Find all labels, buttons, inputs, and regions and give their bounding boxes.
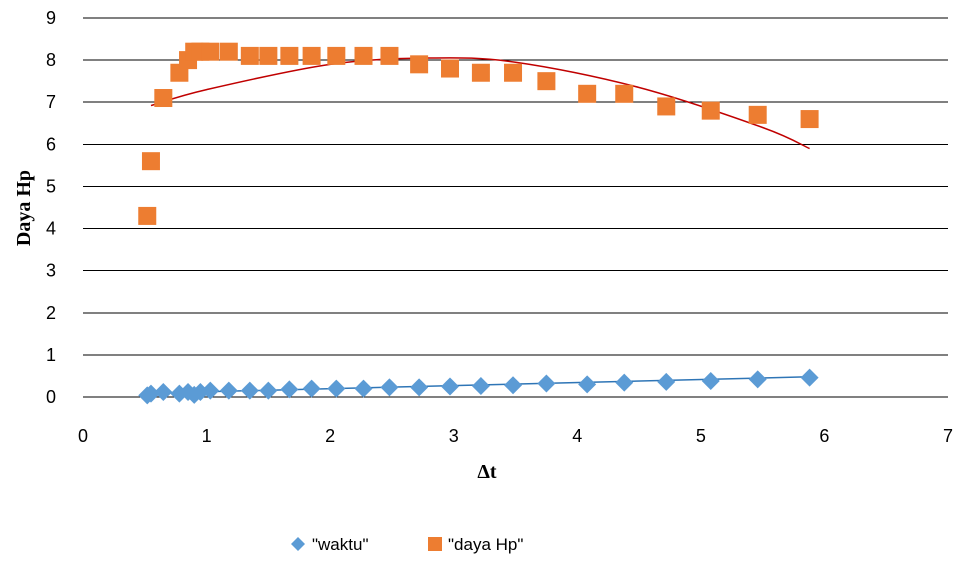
daya-hp-point <box>748 105 767 124</box>
waktu-point <box>380 378 399 397</box>
legend-waktu-label: "waktu" <box>312 535 368 554</box>
y-tick-label: 0 <box>46 387 56 407</box>
legend-waktu-marker <box>291 537 305 551</box>
daya-hp-point <box>701 101 720 120</box>
daya-hp-point <box>201 42 220 61</box>
x-axis-title: Δt <box>477 461 497 483</box>
waktu-point <box>800 368 819 387</box>
waktu-point <box>578 375 597 394</box>
waktu-point <box>327 379 346 398</box>
y-tick-label: 2 <box>46 303 56 323</box>
waktu-point <box>280 380 299 399</box>
daya-hp-point <box>410 55 429 74</box>
x-tick-label: 5 <box>696 426 706 446</box>
x-tick-label: 2 <box>325 426 335 446</box>
gridlines <box>83 17 948 398</box>
waktu-point <box>259 381 278 400</box>
x-axis-ticks: 0 1 2 3 4 5 6 7 <box>78 426 953 446</box>
daya-hp-point <box>302 46 321 65</box>
waktu-point <box>410 378 429 397</box>
daya-hp-point <box>259 46 278 65</box>
daya-hp-point <box>578 84 597 103</box>
data-markers <box>138 42 819 405</box>
daya-hp-point <box>800 110 819 129</box>
waktu-point <box>615 373 634 392</box>
daya-hp-point <box>219 42 238 61</box>
waktu-point <box>701 371 720 390</box>
y-tick-label: 9 <box>46 8 56 28</box>
y-tick-label: 5 <box>46 176 56 196</box>
waktu-point <box>154 382 173 401</box>
daya-hp-point <box>354 46 373 65</box>
y-tick-label: 4 <box>46 219 56 239</box>
x-tick-label: 0 <box>78 426 88 446</box>
x-tick-label: 4 <box>572 426 582 446</box>
y-tick-label: 7 <box>46 92 56 112</box>
daya-hp-point <box>280 46 299 65</box>
daya-hp-point <box>141 152 160 171</box>
waktu-point <box>302 379 321 398</box>
waktu-point <box>748 370 767 389</box>
legend: "waktu" "daya Hp" <box>291 535 523 554</box>
daya-hp-trendline <box>150 57 810 150</box>
x-tick-label: 7 <box>943 426 953 446</box>
waktu-point <box>471 377 490 396</box>
waktu-point <box>441 377 460 396</box>
y-tick-label: 1 <box>46 345 56 365</box>
waktu-point <box>201 381 220 400</box>
daya-hp-point <box>441 59 460 78</box>
y-axis-ticks: 0 1 2 3 4 5 6 7 8 9 <box>46 8 56 407</box>
daya-hp-point <box>657 97 676 116</box>
legend-daya-hp-label: "daya Hp" <box>448 535 523 554</box>
waktu-point <box>141 384 160 403</box>
daya-hp-point <box>615 84 634 103</box>
daya-hp-point <box>138 206 157 225</box>
legend-daya-hp-marker <box>428 537 442 551</box>
x-tick-label: 1 <box>202 426 212 446</box>
waktu-point <box>504 376 523 395</box>
waktu-point <box>240 381 259 400</box>
y-axis-title: Daya Hp <box>13 170 35 246</box>
daya-hp-point <box>471 63 490 82</box>
waktu-point <box>537 374 556 393</box>
daya-hp-point <box>154 89 173 108</box>
waktu-point <box>657 372 676 391</box>
y-tick-label: 6 <box>46 134 56 154</box>
x-tick-label: 6 <box>819 426 829 446</box>
y-tick-label: 3 <box>46 261 56 281</box>
daya-hp-point <box>537 72 556 91</box>
y-tick-label: 8 <box>46 50 56 70</box>
daya-hp-point <box>380 46 399 65</box>
waktu-point <box>354 379 373 398</box>
daya-hp-point <box>504 63 523 82</box>
daya-hp-point <box>327 46 346 65</box>
x-tick-label: 3 <box>449 426 459 446</box>
daya-hp-point <box>240 46 259 65</box>
waktu-point <box>219 381 238 400</box>
